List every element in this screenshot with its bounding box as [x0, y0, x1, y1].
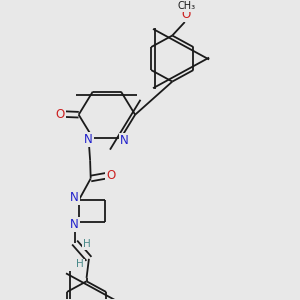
Text: CH₃: CH₃	[177, 1, 195, 11]
Text: O: O	[55, 108, 64, 121]
Text: H: H	[83, 239, 90, 249]
Text: N: N	[84, 133, 93, 146]
Text: H: H	[76, 260, 84, 269]
Text: O: O	[182, 8, 191, 21]
Text: N: N	[70, 191, 79, 204]
Text: N: N	[70, 218, 79, 231]
Text: N: N	[120, 134, 128, 147]
Text: O: O	[106, 169, 116, 182]
